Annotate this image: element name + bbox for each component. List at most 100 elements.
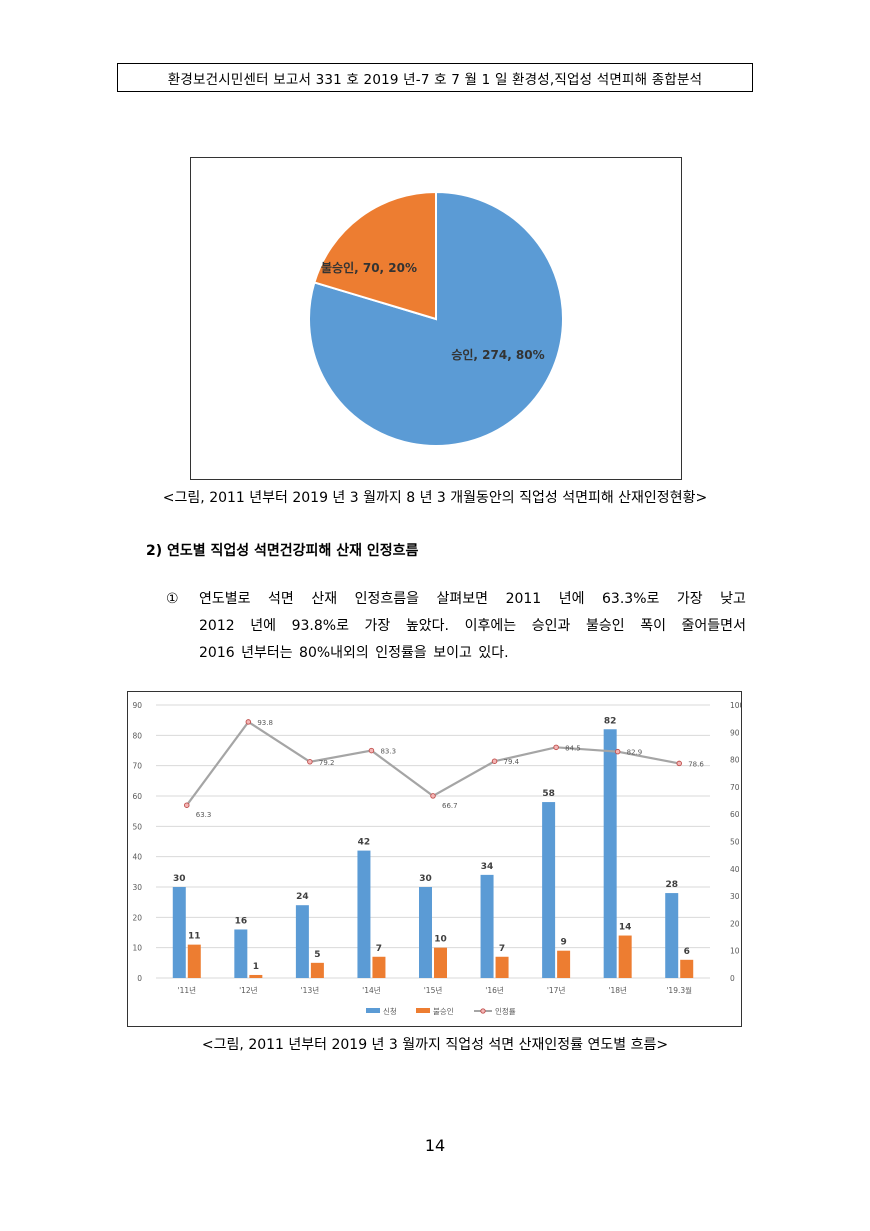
bar-신청 bbox=[357, 850, 371, 978]
pie-label-approved: 승인, 274, 80% bbox=[451, 347, 544, 362]
paragraph-word: 이후에는 bbox=[464, 618, 517, 634]
bar-불승인 bbox=[249, 974, 263, 978]
section-title: 2) 연도별 직업성 석면건강피해 산재 인정흐름 bbox=[146, 543, 419, 559]
line-data-label: 83.3 bbox=[380, 748, 396, 756]
y-left-tick-label: 50 bbox=[132, 822, 142, 831]
bar-신청 bbox=[603, 729, 617, 978]
line-point-인정률 bbox=[676, 760, 682, 767]
bar-data-label: 24 bbox=[296, 892, 309, 902]
bar-불승인 bbox=[680, 959, 694, 978]
bar-data-label: 42 bbox=[358, 838, 371, 848]
paragraph-word: 산재 bbox=[311, 591, 338, 607]
figure2-caption: <그림, 2011 년부터 2019 년 3 월까지 직업성 석면 산재인정률 … bbox=[201, 1037, 669, 1053]
y-right-tick-label: 30 bbox=[730, 892, 740, 901]
paragraph: ① 연도별로 석면 산재 인정흐름을 살펴보면 2011 년에 63.3%로 가… bbox=[166, 586, 746, 667]
y-left-tick-label: 20 bbox=[132, 913, 142, 922]
paragraph-word: 년에 bbox=[250, 618, 276, 634]
page-number: 14 bbox=[424, 1136, 446, 1155]
bar-data-label: 30 bbox=[173, 874, 186, 884]
y-left-tick-label: 90 bbox=[132, 701, 142, 710]
bar-data-label: 34 bbox=[481, 862, 494, 872]
paragraph-word: 승인과 bbox=[531, 618, 571, 634]
y-right-tick-label: 90 bbox=[730, 728, 740, 737]
paragraph-word: 불승인 bbox=[585, 618, 625, 634]
paragraph-line-1: 연도별로 석면 산재 인정흐름을 살펴보면 2011 년에 63.3%로 가장 … bbox=[199, 586, 746, 613]
paragraph-word: 인정흐름을 bbox=[354, 591, 420, 607]
pie-slice-rejected bbox=[313, 190, 437, 321]
bar-data-label: 82 bbox=[604, 716, 617, 726]
pie-chart: 승인, 274, 80% 불승인, 70, 20% bbox=[308, 190, 564, 447]
y-left-tick-label: 70 bbox=[132, 762, 142, 771]
line-data-label: 79.4 bbox=[504, 758, 520, 766]
legend-swatch-불승인 bbox=[416, 1008, 430, 1013]
line-point-인정률 bbox=[368, 747, 375, 754]
paragraph-word: 연도별로 bbox=[199, 591, 251, 607]
legend-label-불승인: 불승인 bbox=[433, 1006, 454, 1016]
y-right-tick-label: 70 bbox=[730, 783, 740, 792]
paragraph-word: 93.8%로 bbox=[291, 618, 349, 634]
x-tick-label: '11년 bbox=[178, 985, 197, 995]
paragraph-word: 폭이 bbox=[640, 618, 666, 634]
bar-data-label: 58 bbox=[542, 789, 555, 799]
bar-chart-frame: 0 10 20 30 40 50 60 70 80 90 0 10 20 30 40 50 60 70 80 90 10… bbox=[127, 691, 745, 1027]
bar-data-label: 9 bbox=[560, 938, 566, 948]
paragraph-line-3: 2016 년부터는 80%내외의 인정률을 보이고 있다. bbox=[199, 645, 509, 661]
pie-chart-frame: 승인, 274, 80% 불승인, 70, 20% bbox=[190, 157, 682, 480]
figure1-caption: <그림, 2011 년부터 2019 년 3 월까지 8 년 3 개월동안의 직… bbox=[162, 490, 708, 506]
bar-신청 bbox=[234, 929, 248, 978]
paragraph-marker: ① bbox=[166, 591, 179, 607]
paragraph-word: 2012 bbox=[199, 618, 235, 634]
y-left-tick-label: 80 bbox=[132, 731, 142, 740]
x-tick-label: '13년 bbox=[301, 985, 320, 995]
bar-불승인 bbox=[310, 962, 324, 978]
line-point-인정률 bbox=[614, 748, 621, 755]
bar-data-label: 16 bbox=[235, 916, 248, 926]
x-tick-label: '15년 bbox=[424, 985, 443, 995]
bar-신청 bbox=[542, 802, 556, 978]
line-data-label: 78.6 bbox=[688, 760, 704, 768]
line-point-인정률 bbox=[245, 719, 252, 725]
paragraph-word: 줄어들면서 bbox=[681, 618, 746, 634]
paragraph-word: 년에 bbox=[558, 591, 585, 607]
x-tick-label: '18년 bbox=[608, 985, 627, 995]
bar-불승인 bbox=[434, 947, 447, 978]
report-header-text: 환경보건시민센터 보고서 331 호 2019 년-7 호 7 월 1 일 환경… bbox=[167, 71, 703, 88]
legend-label-신청: 신청 bbox=[383, 1007, 397, 1016]
bar-data-label: 6 bbox=[684, 947, 690, 957]
line-data-label: 93.8 bbox=[257, 719, 273, 727]
y-right-tick-label: 100 bbox=[730, 701, 741, 710]
y-right-tick-label: 80 bbox=[730, 756, 740, 765]
paragraph-word: 가장 bbox=[676, 591, 703, 607]
bar-data-label: 14 bbox=[619, 923, 632, 933]
paragraph-word: 낮고 bbox=[720, 591, 746, 607]
bar-불승인 bbox=[372, 956, 386, 978]
line-data-label: 84.5 bbox=[565, 744, 581, 752]
pie-slice-approved bbox=[308, 190, 564, 447]
line-data-label: 63.3 bbox=[196, 811, 212, 819]
x-tick-label: '16년 bbox=[485, 985, 504, 995]
line-point-인정률 bbox=[430, 793, 436, 799]
x-tick-label: '14년 bbox=[362, 985, 381, 995]
legend-swatch-신청 bbox=[366, 1008, 380, 1013]
x-tick-label: '12년 bbox=[239, 985, 258, 995]
paragraph-word: 2011 bbox=[505, 591, 542, 607]
bar-data-label: 7 bbox=[499, 944, 505, 954]
line-point-인정률 bbox=[491, 758, 498, 764]
paragraph-word: 높았다. bbox=[405, 618, 449, 634]
x-tick-label: '17년 bbox=[547, 985, 566, 995]
y-right-tick-label: 0 bbox=[730, 974, 735, 983]
paragraph-word: 석면 bbox=[268, 591, 294, 607]
pie-label-rejected: 불승인, 70, 20% bbox=[321, 260, 417, 275]
bar-data-label: 11 bbox=[188, 932, 201, 942]
paragraph-word: 살펴보면 bbox=[436, 591, 489, 607]
bar-불승인 bbox=[187, 944, 201, 978]
line-point-인정률 bbox=[553, 744, 559, 751]
bar-chart: 0 10 20 30 40 50 60 70 80 90 0 10 20 30 40 50 60 70 80 90 10… bbox=[132, 701, 744, 1016]
y-left-tick-label: 10 bbox=[132, 944, 142, 953]
x-tick-label: '19.3월 bbox=[666, 985, 692, 995]
report-header: 환경보건시민센터 보고서 331 호 2019 년-7 호 7 월 1 일 환경… bbox=[117, 63, 753, 92]
line-point-인정률 bbox=[184, 802, 190, 808]
y-left-tick-label: 0 bbox=[137, 974, 142, 983]
y-left-tick-label: 40 bbox=[132, 853, 142, 862]
bar-불승인 bbox=[618, 935, 632, 978]
